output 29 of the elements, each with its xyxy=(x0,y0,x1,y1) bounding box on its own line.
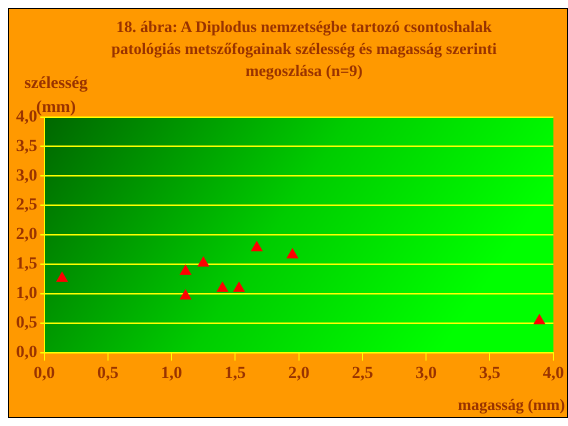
point xyxy=(179,289,192,300)
x-tick-label: 0,0 xyxy=(34,363,55,382)
point xyxy=(179,264,192,275)
y-tick-label: 0,0 xyxy=(16,342,38,361)
x-axis-title: magasság (mm) xyxy=(458,397,565,415)
y-tick-label: 2,0 xyxy=(16,224,38,244)
y-tick-label: 0,5 xyxy=(16,312,38,332)
point xyxy=(197,256,210,267)
y-tick-label: 3,0 xyxy=(16,165,38,184)
point xyxy=(533,314,546,324)
x-tick-label: 4,0 xyxy=(542,363,564,382)
point xyxy=(232,281,246,292)
x-tick-label: 3,0 xyxy=(415,363,437,382)
y-tick-label: 3,5 xyxy=(16,136,38,155)
y-tick-label: 2,5 xyxy=(16,194,38,214)
chart-title: 18. ábra: A Diplodus nemzetségbe tartozó csontoshalak patológiás metszőfogainak szélesség és magasság szerinti megoszlása (n=9) xyxy=(110,18,498,82)
point xyxy=(286,248,299,258)
x-tick-label: 2,0 xyxy=(288,363,310,382)
point xyxy=(56,271,68,282)
point xyxy=(250,240,263,252)
x-tick-label: 2,5 xyxy=(352,363,374,382)
point xyxy=(216,281,229,292)
y-tick-label: 1,5 xyxy=(16,254,38,273)
y-tick-label: 4,0 xyxy=(16,106,38,126)
x-tick-label: 0,5 xyxy=(97,363,119,382)
y-tick-label: 1,0 xyxy=(16,283,38,302)
x-tick-label: 1,0 xyxy=(160,363,182,382)
x-tick-label: 1,5 xyxy=(224,363,246,382)
x-tick-label: 3,5 xyxy=(479,363,500,382)
